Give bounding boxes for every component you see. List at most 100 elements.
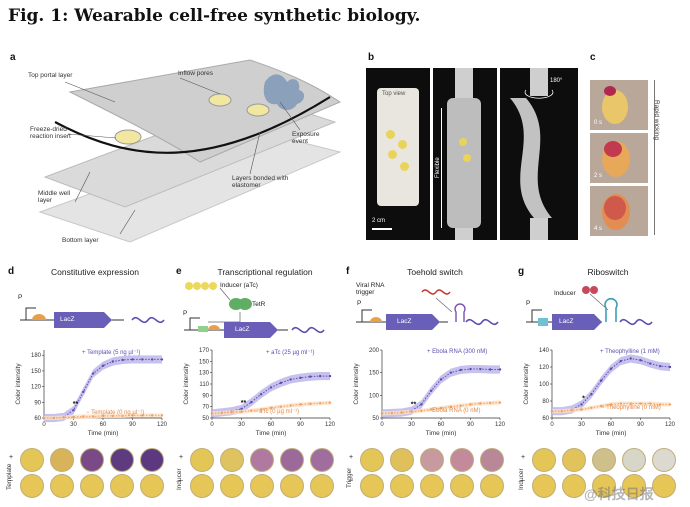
data-point bbox=[131, 414, 134, 417]
minus-sign: − bbox=[521, 478, 526, 485]
data-point bbox=[429, 408, 433, 411]
data-point bbox=[410, 410, 413, 413]
data-point bbox=[111, 360, 115, 363]
figure-title: Fig. 1: Wearable cell-free synthetic bio… bbox=[8, 6, 421, 26]
data-point bbox=[380, 412, 384, 415]
y-tick-label: 90 bbox=[34, 400, 41, 406]
reaction-well bbox=[250, 474, 274, 498]
data-point bbox=[250, 400, 253, 404]
data-point bbox=[459, 404, 462, 407]
data-point bbox=[101, 414, 105, 418]
data-point bbox=[42, 416, 46, 420]
reaction-well bbox=[562, 448, 586, 472]
data-point bbox=[400, 411, 403, 414]
data-point bbox=[72, 408, 75, 412]
data-point bbox=[160, 358, 164, 361]
annotation-middle-layer: Middle well layer bbox=[38, 190, 71, 205]
circuit-d bbox=[20, 307, 165, 328]
data-point bbox=[580, 403, 583, 406]
reaction-well bbox=[80, 474, 104, 498]
sample-drop bbox=[604, 196, 626, 220]
gene-d: LacZ bbox=[60, 316, 75, 323]
x-tick-label: 60 bbox=[608, 422, 615, 428]
y-tick-label: 180 bbox=[31, 353, 42, 359]
data-point bbox=[131, 358, 134, 361]
series-label-g-minus: − Theophylline (0 mM) bbox=[601, 405, 661, 411]
data-point bbox=[150, 358, 154, 361]
plus-sign: + bbox=[179, 454, 184, 461]
data-point bbox=[658, 364, 662, 368]
time-label-2: 4 s bbox=[594, 226, 603, 232]
panel-a-label: a bbox=[10, 52, 16, 63]
data-point bbox=[429, 389, 433, 392]
panel-d-label: d bbox=[8, 266, 15, 277]
well-dot bbox=[386, 130, 395, 139]
data-point bbox=[668, 365, 672, 369]
y-tick-label: 50 bbox=[202, 416, 209, 422]
data-point bbox=[580, 408, 583, 411]
gene-f: LacZ bbox=[397, 318, 412, 325]
panel-b-flexible: Flexible bbox=[433, 68, 497, 240]
x-tick-label: 0 bbox=[550, 422, 554, 428]
series-label-e-plus: + aTc (25 µg ml⁻¹) bbox=[266, 350, 315, 356]
reaction-well bbox=[140, 474, 164, 498]
x-tick-label: 60 bbox=[438, 422, 445, 428]
y-tick-label: 150 bbox=[369, 371, 380, 377]
data-point bbox=[269, 386, 273, 389]
data-point bbox=[82, 390, 85, 394]
data-point bbox=[550, 410, 554, 413]
annotation-freeze-dried: Freeze-dried reaction insert bbox=[30, 126, 71, 141]
circuit-f bbox=[356, 289, 499, 330]
promoter-f: P bbox=[357, 300, 362, 307]
y-tick-label: 120 bbox=[31, 385, 42, 391]
minus-sign: − bbox=[349, 478, 354, 485]
data-point bbox=[469, 367, 472, 371]
panel-c-label: c bbox=[590, 52, 596, 63]
data-point bbox=[590, 406, 593, 409]
chart-riboswitch: 0 30 60 90 120 60 80 100 120 140 Time (min) Color i… bbox=[523, 348, 676, 437]
data-point bbox=[250, 409, 253, 412]
data-point bbox=[619, 359, 623, 363]
reaction-well bbox=[532, 448, 556, 472]
scale-label: 2 cm bbox=[372, 218, 386, 224]
reaction-well bbox=[140, 448, 164, 472]
insert-2 bbox=[208, 93, 232, 107]
well-dot bbox=[459, 138, 467, 146]
top-view-label: Top view bbox=[382, 91, 406, 97]
plus-sign: + bbox=[521, 454, 526, 461]
data-point bbox=[488, 401, 492, 405]
reaction-well bbox=[450, 448, 474, 472]
wells-f: + − bbox=[349, 446, 510, 498]
data-point bbox=[498, 401, 502, 404]
y-axis-label: Color intensity bbox=[15, 363, 22, 405]
wicking-frame-1: 2 s bbox=[590, 133, 648, 183]
data-point bbox=[150, 414, 154, 417]
data-point bbox=[619, 402, 623, 405]
y-tick-label: 120 bbox=[539, 365, 550, 371]
data-point bbox=[121, 414, 124, 418]
annotation-bonded: Layers bonded with elastomer bbox=[232, 175, 289, 190]
panel-b-twisted: 180° bbox=[500, 68, 578, 240]
circuit-g bbox=[526, 286, 653, 330]
y-tick-label: 200 bbox=[369, 348, 380, 354]
series-label-f-minus: − Ebola RNA (0 nM) bbox=[427, 408, 481, 414]
y-axis-label: Color intensity bbox=[523, 363, 530, 405]
data-point bbox=[309, 375, 312, 378]
reaction-well bbox=[310, 448, 334, 472]
reaction-well bbox=[360, 448, 384, 472]
y-tick-label: 50 bbox=[372, 416, 379, 422]
well-dot bbox=[463, 154, 471, 162]
series-label-e-minus: − aTc (0 µg ml⁻¹) bbox=[254, 409, 300, 415]
reaction-well bbox=[450, 474, 474, 498]
y-tick-label: 150 bbox=[199, 359, 210, 365]
reaction-well bbox=[420, 448, 444, 472]
x-tick-label: 120 bbox=[325, 422, 336, 428]
reaction-well bbox=[280, 448, 304, 472]
significance-marker: ** bbox=[73, 401, 79, 408]
series-label-d-plus: + Template (5 ng µl⁻¹) bbox=[82, 350, 141, 356]
data-point bbox=[649, 402, 652, 405]
x-axis-label: Time (min) bbox=[596, 430, 627, 437]
flex-arrow bbox=[441, 108, 442, 228]
data-point bbox=[639, 402, 642, 405]
y-tick-label: 130 bbox=[199, 371, 210, 377]
